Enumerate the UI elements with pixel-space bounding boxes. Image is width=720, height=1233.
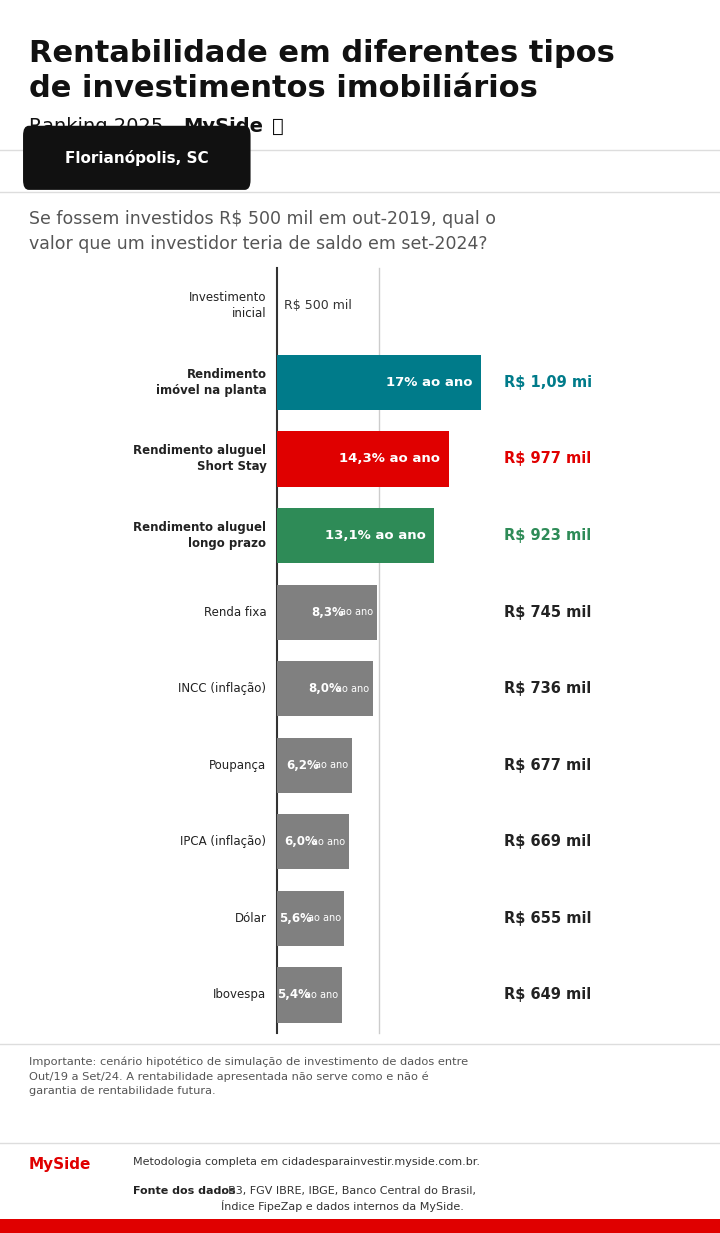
- Text: Rendimento aluguel
Short Stay: Rendimento aluguel Short Stay: [133, 444, 266, 473]
- Text: R$ 677 mil: R$ 677 mil: [504, 758, 591, 773]
- Bar: [0, 1219, 720, 1233]
- Bar: [277, 968, 342, 1022]
- Text: 🐕: 🐕: [272, 117, 284, 136]
- Bar: [277, 661, 373, 716]
- Bar: [277, 814, 349, 869]
- Text: Importante: cenário hipotético de simulação de investimento de dados entre
Out/1: Importante: cenário hipotético de simula…: [29, 1057, 468, 1096]
- Text: R$ 649 mil: R$ 649 mil: [504, 988, 591, 1002]
- Text: Rendimento
imóvel na planta: Rendimento imóvel na planta: [156, 367, 266, 397]
- Text: R$ 923 mil: R$ 923 mil: [504, 528, 591, 543]
- Text: R$ 655 mil: R$ 655 mil: [504, 911, 592, 926]
- Bar: [277, 737, 351, 793]
- Text: Investimento
inicial: Investimento inicial: [189, 291, 266, 321]
- Text: 6,0%: 6,0%: [284, 835, 317, 848]
- Bar: [277, 355, 481, 411]
- Text: : B3, FGV IBRE, IBGE, Banco Central do Brasil,
Índice FipeZap e dados internos d: : B3, FGV IBRE, IBGE, Banco Central do B…: [221, 1186, 476, 1212]
- Bar: [277, 584, 377, 640]
- Text: IPCA (inflação): IPCA (inflação): [181, 835, 266, 848]
- Text: ao ano: ao ano: [312, 837, 346, 847]
- Bar: [277, 432, 449, 487]
- Text: R$ 736 mil: R$ 736 mil: [504, 681, 591, 697]
- Text: R$ 977 mil: R$ 977 mil: [504, 451, 591, 466]
- Text: MySide: MySide: [29, 1157, 91, 1171]
- Text: ao ano: ao ano: [307, 914, 341, 924]
- Text: Ibovespa: Ibovespa: [213, 989, 266, 1001]
- Text: INCC (inflação): INCC (inflação): [179, 682, 266, 695]
- Text: Renda fixa: Renda fixa: [204, 605, 266, 619]
- Text: 8,3%: 8,3%: [312, 605, 344, 619]
- Text: R$ 669 mil: R$ 669 mil: [504, 835, 591, 850]
- Text: 5,6%: 5,6%: [279, 912, 312, 925]
- Text: R$ 500 mil: R$ 500 mil: [284, 300, 352, 312]
- Text: MySide: MySide: [184, 117, 264, 136]
- Text: R$ 745 mil: R$ 745 mil: [504, 604, 591, 620]
- Text: 17% ao ano: 17% ao ano: [386, 376, 472, 388]
- Text: ao ano: ao ano: [315, 761, 348, 771]
- Text: 13,1% ao ano: 13,1% ao ano: [325, 529, 426, 543]
- Text: ao ano: ao ano: [340, 607, 373, 618]
- Text: R$ 1,09 mi: R$ 1,09 mi: [504, 375, 592, 390]
- Text: Poupança: Poupança: [210, 758, 266, 772]
- Bar: [277, 508, 434, 563]
- Text: 6,2%: 6,2%: [287, 758, 319, 772]
- Text: Rentabilidade em diferentes tipos: Rentabilidade em diferentes tipos: [29, 39, 615, 69]
- Text: Florianópolis, SC: Florianópolis, SC: [65, 150, 209, 165]
- Bar: [277, 890, 344, 946]
- Text: Rendimento aluguel
longo prazo: Rendimento aluguel longo prazo: [133, 522, 266, 550]
- Text: 14,3% ao ano: 14,3% ao ano: [339, 453, 440, 466]
- Text: ao ano: ao ano: [305, 990, 338, 1000]
- Text: Dólar: Dólar: [235, 912, 266, 925]
- Text: 8,0%: 8,0%: [308, 682, 341, 695]
- Text: ao ano: ao ano: [336, 683, 369, 694]
- FancyBboxPatch shape: [23, 126, 251, 190]
- Text: Metodologia completa em cidadesparainvestir.myside.com.br.: Metodologia completa em cidadesparainves…: [133, 1157, 480, 1166]
- Text: Ranking 2025: Ranking 2025: [29, 117, 169, 136]
- Text: Se fossem investidos R$ 500 mil em out-2019, qual o
valor que um investidor teri: Se fossem investidos R$ 500 mil em out-2…: [29, 210, 496, 253]
- Text: 5,4%: 5,4%: [276, 989, 310, 1001]
- Text: de investimentos imobiliários: de investimentos imobiliários: [29, 74, 538, 104]
- Text: Fonte dos dados: Fonte dos dados: [133, 1186, 236, 1196]
